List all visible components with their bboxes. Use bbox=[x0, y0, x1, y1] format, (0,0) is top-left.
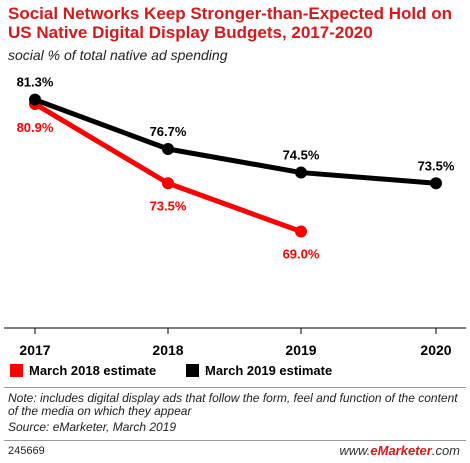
data-label-s0-2018: 73.5% bbox=[150, 198, 187, 213]
data-label-s0-2017: 80.9% bbox=[17, 120, 54, 135]
legend-swatch-black bbox=[186, 364, 199, 377]
legend-item-march-2018: March 2018 estimate bbox=[10, 363, 156, 378]
x-tick-label-2018: 2018 bbox=[152, 342, 183, 358]
data-point-s1-2018 bbox=[162, 142, 174, 155]
data-point-s0-2019 bbox=[295, 225, 307, 238]
legend-label-march-2018: March 2018 estimate bbox=[29, 363, 157, 378]
legend-item-march-2019: March 2019 estimate bbox=[186, 363, 332, 378]
brand-name: eMarketer bbox=[370, 443, 432, 458]
chart-note: Note: includes digital display ads that … bbox=[8, 391, 458, 418]
data-point-s0-2018 bbox=[162, 177, 174, 190]
data-label-s1-2017: 81.3% bbox=[17, 75, 54, 90]
data-label-s0-2019: 69.0% bbox=[283, 247, 320, 262]
chart-title: Social Networks Keep Stronger-than-Expec… bbox=[8, 4, 452, 42]
line-chart: 2017 2018 2019 2020 80.9% 73.5% 69.0% 81.3% 76.7… bbox=[4, 75, 466, 358]
data-label-s1-2019: 74.5% bbox=[283, 148, 320, 163]
data-point-s1-2019 bbox=[295, 166, 307, 179]
chart-id: 245669 bbox=[8, 445, 45, 457]
series-line-1 bbox=[32, 97, 439, 186]
chart-source: Source: eMarketer, March 2019 bbox=[8, 420, 177, 434]
data-point-s1-2017 bbox=[29, 93, 41, 106]
x-tick-label-2019: 2019 bbox=[285, 342, 316, 358]
brand-prefix: www. bbox=[339, 443, 371, 458]
legend-swatch-red bbox=[10, 364, 23, 377]
divider-bottom bbox=[4, 440, 466, 441]
brand-suffix: .com bbox=[431, 443, 460, 458]
x-tick-label-2017: 2017 bbox=[19, 342, 50, 358]
data-label-s1-2018: 76.7% bbox=[150, 124, 187, 139]
x-tick-label-2020: 2020 bbox=[420, 342, 451, 358]
divider-top bbox=[4, 387, 466, 388]
chart-subtitle: social % of total native ad spending bbox=[8, 47, 228, 63]
data-point-s1-2020 bbox=[430, 177, 442, 190]
brand-logo[interactable]: www.eMarketer.com bbox=[339, 443, 460, 458]
data-label-s1-2020: 73.5% bbox=[418, 158, 455, 173]
legend-label-march-2019: March 2019 estimate bbox=[205, 363, 333, 378]
